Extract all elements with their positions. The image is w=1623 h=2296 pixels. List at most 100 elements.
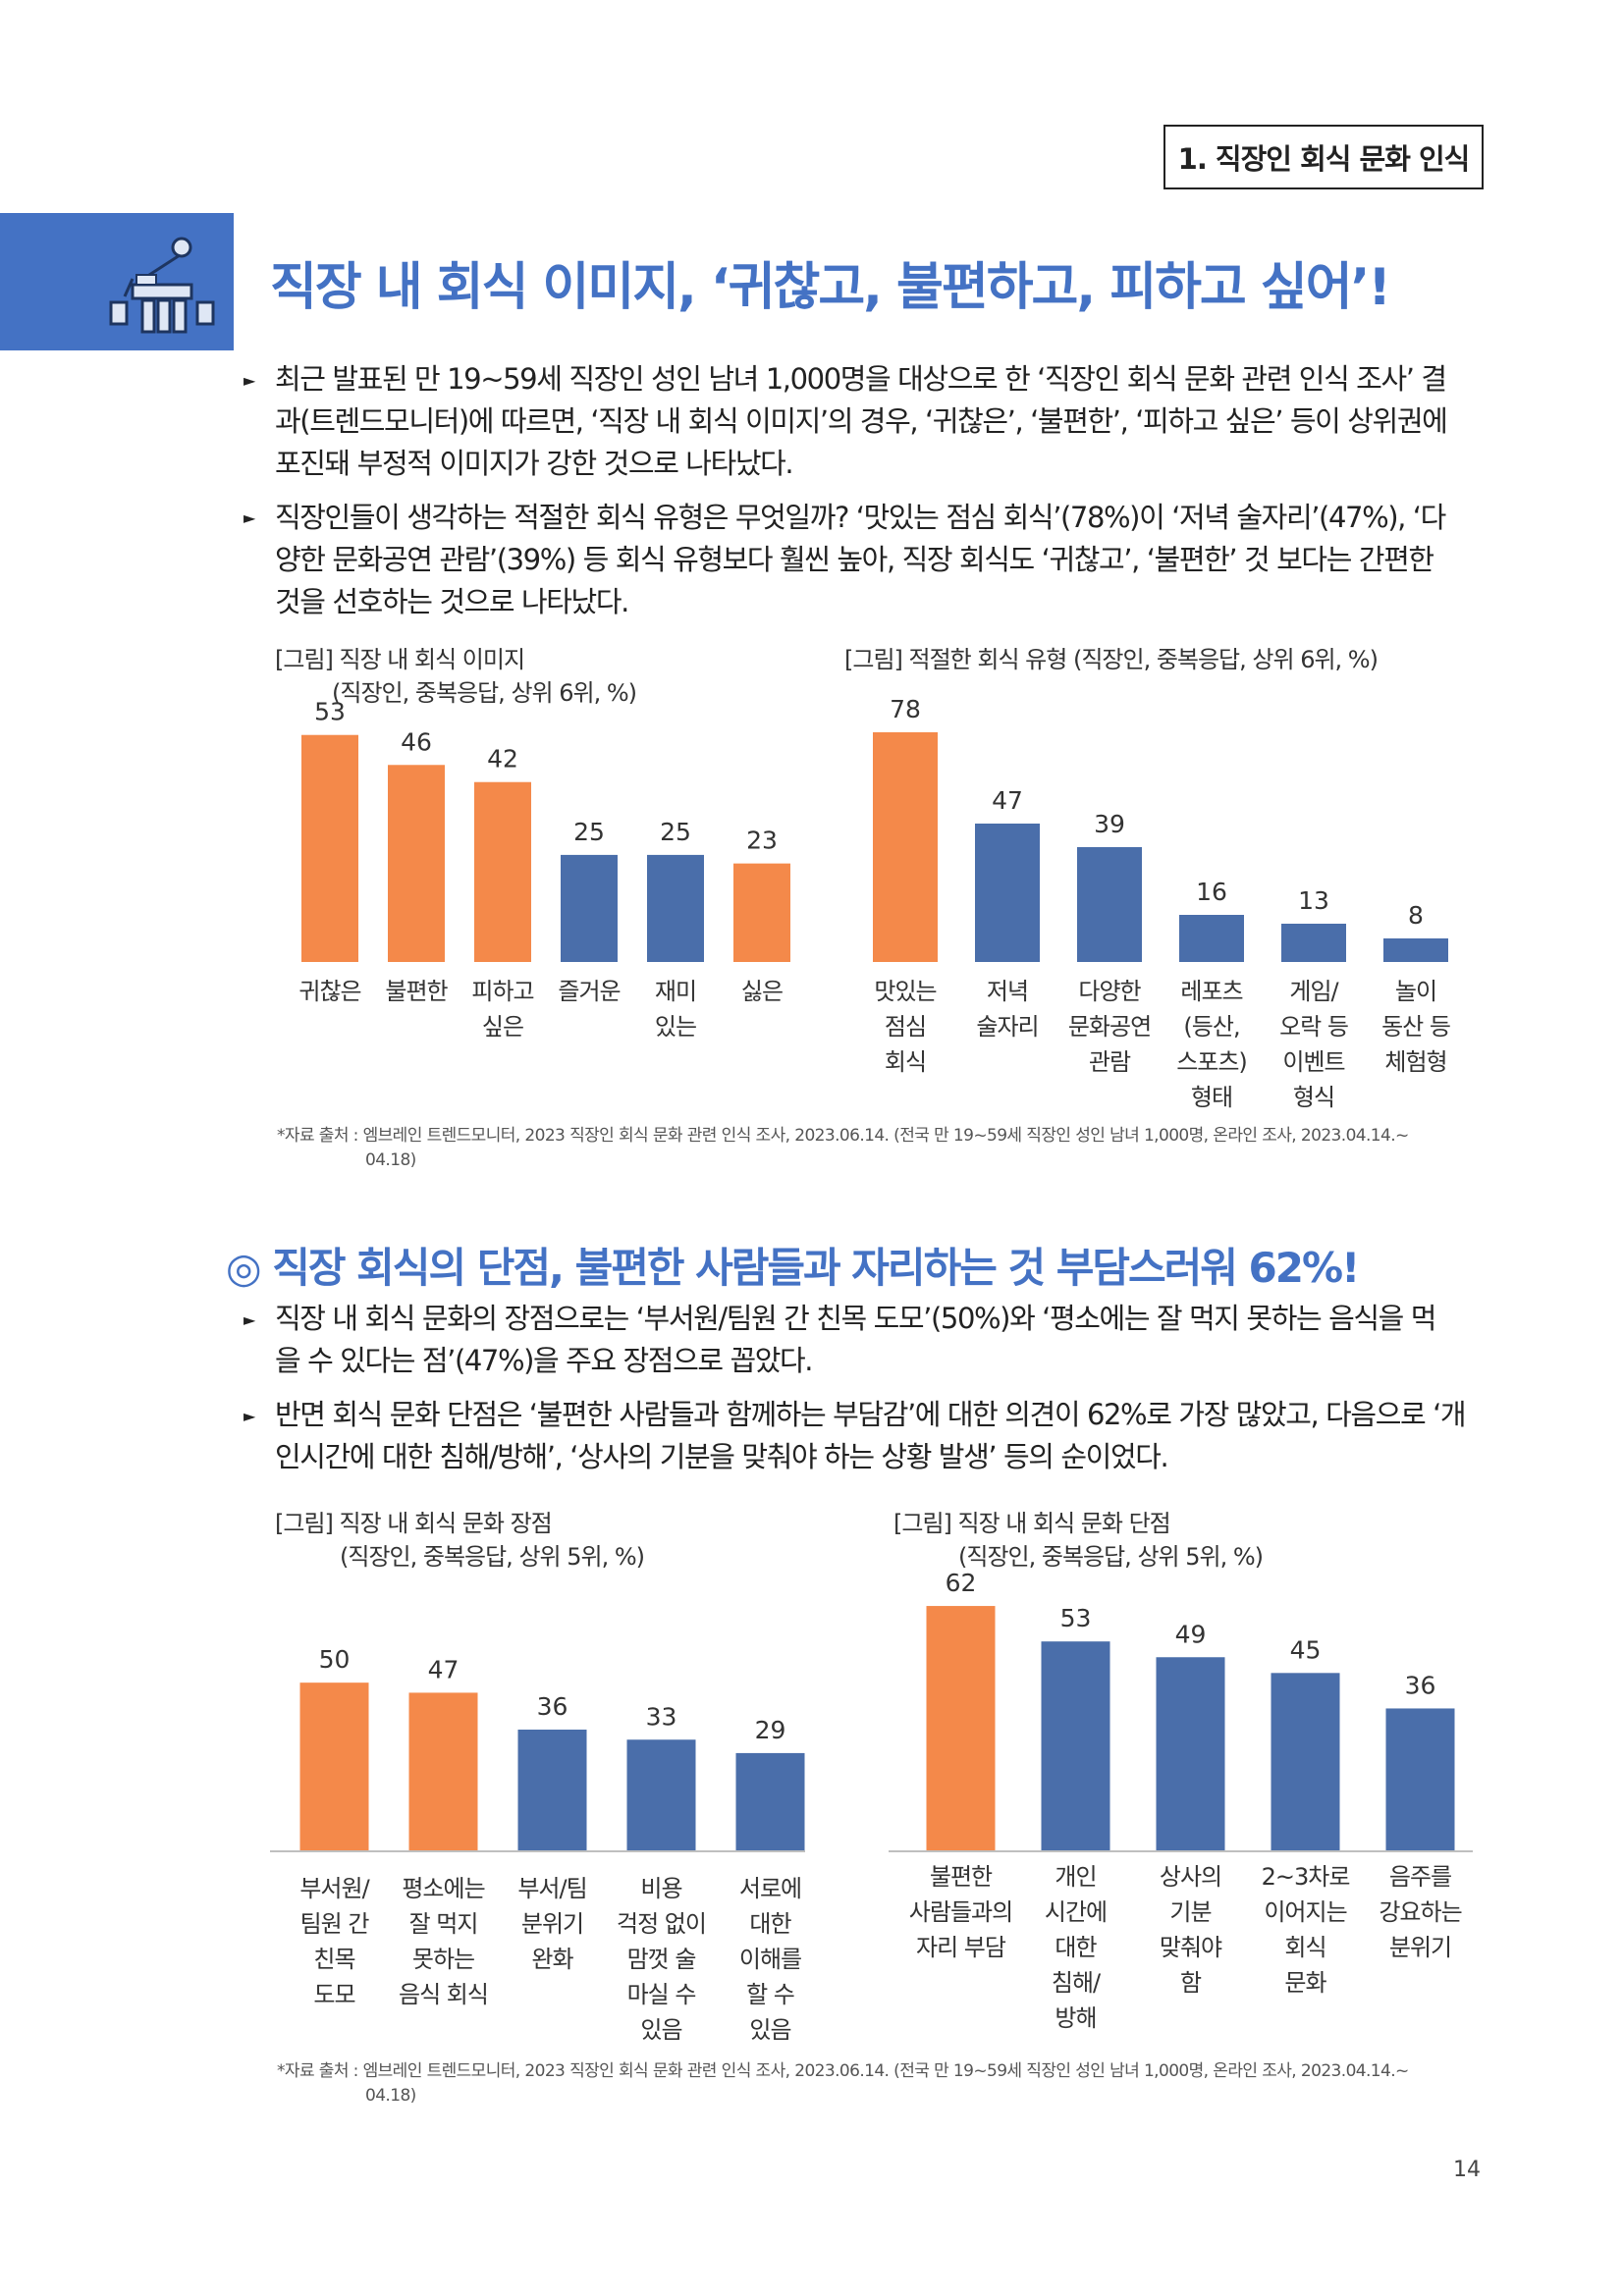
bullet-marker: ► <box>243 508 256 527</box>
category-label: 2~3차로 <box>1262 1863 1350 1891</box>
category-label: 있는 <box>655 1013 696 1041</box>
bar <box>647 854 704 962</box>
category-label: 오락 등 <box>1279 1013 1348 1041</box>
bar <box>1041 1641 1110 1850</box>
data-label: 50 <box>319 1645 351 1674</box>
category-label: 즐거운 <box>558 978 620 1005</box>
category-label: 부서/팀 <box>517 1875 586 1902</box>
sub-title: ◎ 직장 회식의 단점, 불편한 사람들과 자리하는 것 부담스러워 62%! <box>226 1244 1360 1292</box>
bar <box>733 863 790 962</box>
category-label: 비용 <box>640 1875 681 1902</box>
category-label: 상사의 <box>1160 1863 1221 1891</box>
category-label: 분위기 <box>1389 1934 1451 1961</box>
category-label: 자리 부담 <box>916 1934 1006 1961</box>
data-label: 13 <box>1298 886 1329 915</box>
page-number: 14 <box>1453 2158 1481 2182</box>
category-label: 다양한 <box>1078 978 1141 1005</box>
bar <box>1385 1708 1455 1850</box>
category-label: 회식 <box>885 1048 926 1076</box>
category-label: 레포츠 <box>1180 978 1242 1005</box>
data-label: 47 <box>428 1655 460 1683</box>
category-label: 완화 <box>531 1946 573 1973</box>
category-label: 회식 <box>1284 1934 1325 1961</box>
category-label: 맞춰야 <box>1160 1934 1222 1961</box>
category-label: 문화 <box>1284 1969 1326 1997</box>
category-label: 친목 <box>313 1946 354 1973</box>
category-label: 있음 <box>749 2016 790 2044</box>
category-label: 맛있는 <box>874 978 936 1005</box>
source-line: 04.18) <box>365 1150 416 1170</box>
category-label: 스포츠) <box>1176 1048 1247 1076</box>
category-label: 못하는 <box>412 1946 474 1973</box>
paragraph-line: 것을 선호하는 것으로 나타났다. <box>275 585 629 618</box>
category-label: 싫은 <box>741 978 783 1005</box>
bar <box>626 1739 696 1850</box>
category-label: 술자리 <box>976 1013 1038 1041</box>
paragraph-line: 양한 문화공연 관람’(39%) 등 회식 유형보다 훨씬 높아, 직장 회식도… <box>275 543 1434 576</box>
bar <box>299 1682 369 1850</box>
category-label: 음주를 <box>1389 1863 1451 1891</box>
data-label: 29 <box>755 1716 786 1744</box>
chart1-title: [그림] 직장 내 회식 이미지 <box>275 646 525 673</box>
category-label: 도모 <box>313 1981 354 2008</box>
bar <box>873 732 938 962</box>
category-label: 이해를 <box>739 1946 801 1973</box>
bullet-marker: ► <box>243 371 256 390</box>
office-meeting-icon <box>109 237 215 334</box>
data-label: 46 <box>401 727 432 756</box>
category-label: 분위기 <box>521 1910 583 1938</box>
bar <box>1281 924 1346 962</box>
category-label: 침해/ <box>1052 1969 1102 1997</box>
chart2-title: [그림] 적절한 회식 유형 (직장인, 중복응답, 상위 6위, %) <box>844 646 1379 673</box>
category-label: 재미 <box>655 978 696 1005</box>
category-label: 함 <box>1180 1969 1202 1997</box>
paragraph-line: 직장인들이 생각하는 적절한 회식 유형은 무엇일까? ‘맛있는 점심 회식’(… <box>275 501 1446 534</box>
source-line: *자료 출처 : 엠브레인 트렌드모니터, 2023 직장인 회식 문화 관련 … <box>277 2061 1409 2081</box>
category-label: 관람 <box>1089 1048 1131 1076</box>
bar <box>408 1692 478 1850</box>
category-label: 게임/ <box>1289 978 1339 1005</box>
category-label: 사람들과의 <box>909 1898 1012 1926</box>
data-label: 62 <box>946 1569 977 1597</box>
category-label: 마실 수 <box>627 1981 696 2008</box>
chart3-title: [그림] 직장 내 회식 문화 장점 <box>275 1510 553 1537</box>
bar <box>926 1606 996 1850</box>
category-label: 대한 <box>1055 1934 1097 1961</box>
data-label: 16 <box>1196 878 1227 906</box>
bar <box>735 1752 805 1850</box>
data-label: 53 <box>314 698 346 726</box>
category-label: 불편한 <box>385 978 448 1005</box>
chart4-title: [그림] 직장 내 회식 문화 단점 <box>893 1510 1171 1537</box>
chart3-subtitle: (직장인, 중복응답, 상위 5위, %) <box>340 1543 645 1571</box>
data-label: 45 <box>1290 1635 1322 1664</box>
category-label: 이어지는 <box>1264 1898 1346 1926</box>
category-label: 형식 <box>1293 1084 1334 1111</box>
category-label: 저녁 <box>987 978 1028 1005</box>
chart4-subtitle: (직장인, 중복응답, 상위 5위, %) <box>958 1543 1264 1571</box>
source-note-1: *자료 출처 : 엠브레인 트렌드모니터, 2023 직장인 회식 문화 관련 … <box>277 1124 1409 1173</box>
source-line: *자료 출처 : 엠브레인 트렌드모니터, 2023 직장인 회식 문화 관련 … <box>277 1126 1409 1146</box>
paragraph-line: 반면 회식 문화 단점은 ‘불편한 사람들과 함께하는 부담감’에 대한 의견이… <box>275 1398 1467 1431</box>
category-label: 체험형 <box>1384 1048 1446 1076</box>
data-label: 78 <box>890 695 921 723</box>
category-label: 평소에는 <box>402 1875 484 1902</box>
paragraph-line: 을 수 있다는 점’(47%)을 주요 장점으로 꼽았다. <box>275 1344 814 1377</box>
data-label: 39 <box>1094 810 1125 838</box>
bullet-marker: ► <box>243 1310 256 1329</box>
paragraph-line: 최근 발표된 만 19~59세 직장인 성인 남녀 1,000명을 대상으로 한… <box>275 362 1447 396</box>
paragraph-line: 포진돼 부정적 이미지가 강한 것으로 나타났다. <box>275 447 794 480</box>
bar <box>1383 938 1448 962</box>
data-label: 42 <box>487 745 518 774</box>
paragraph-line: 과(트렌드모니터)에 따르면, ‘직장 내 회식 이미지’의 경우, ‘귀찮은’… <box>275 404 1448 438</box>
bullet-marker: ► <box>243 1407 256 1425</box>
category-label: 문화공연 <box>1068 1013 1151 1041</box>
bar <box>388 765 445 962</box>
category-label: 방해 <box>1055 2004 1096 2032</box>
category-label: 피하고 <box>471 978 533 1005</box>
data-label: 47 <box>992 786 1023 815</box>
source-note-2: *자료 출처 : 엠브레인 트렌드모니터, 2023 직장인 회식 문화 관련 … <box>277 2059 1409 2109</box>
bar <box>975 824 1040 962</box>
